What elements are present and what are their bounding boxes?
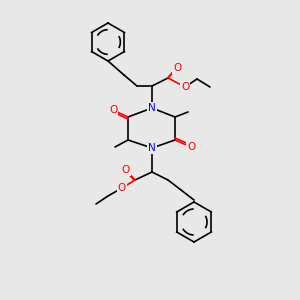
Text: O: O [109, 105, 117, 115]
Text: N: N [148, 103, 156, 113]
Text: O: O [181, 82, 189, 92]
Text: O: O [173, 63, 181, 73]
Text: O: O [122, 165, 130, 175]
Text: O: O [187, 142, 195, 152]
Text: N: N [148, 143, 156, 153]
Text: O: O [118, 183, 126, 193]
